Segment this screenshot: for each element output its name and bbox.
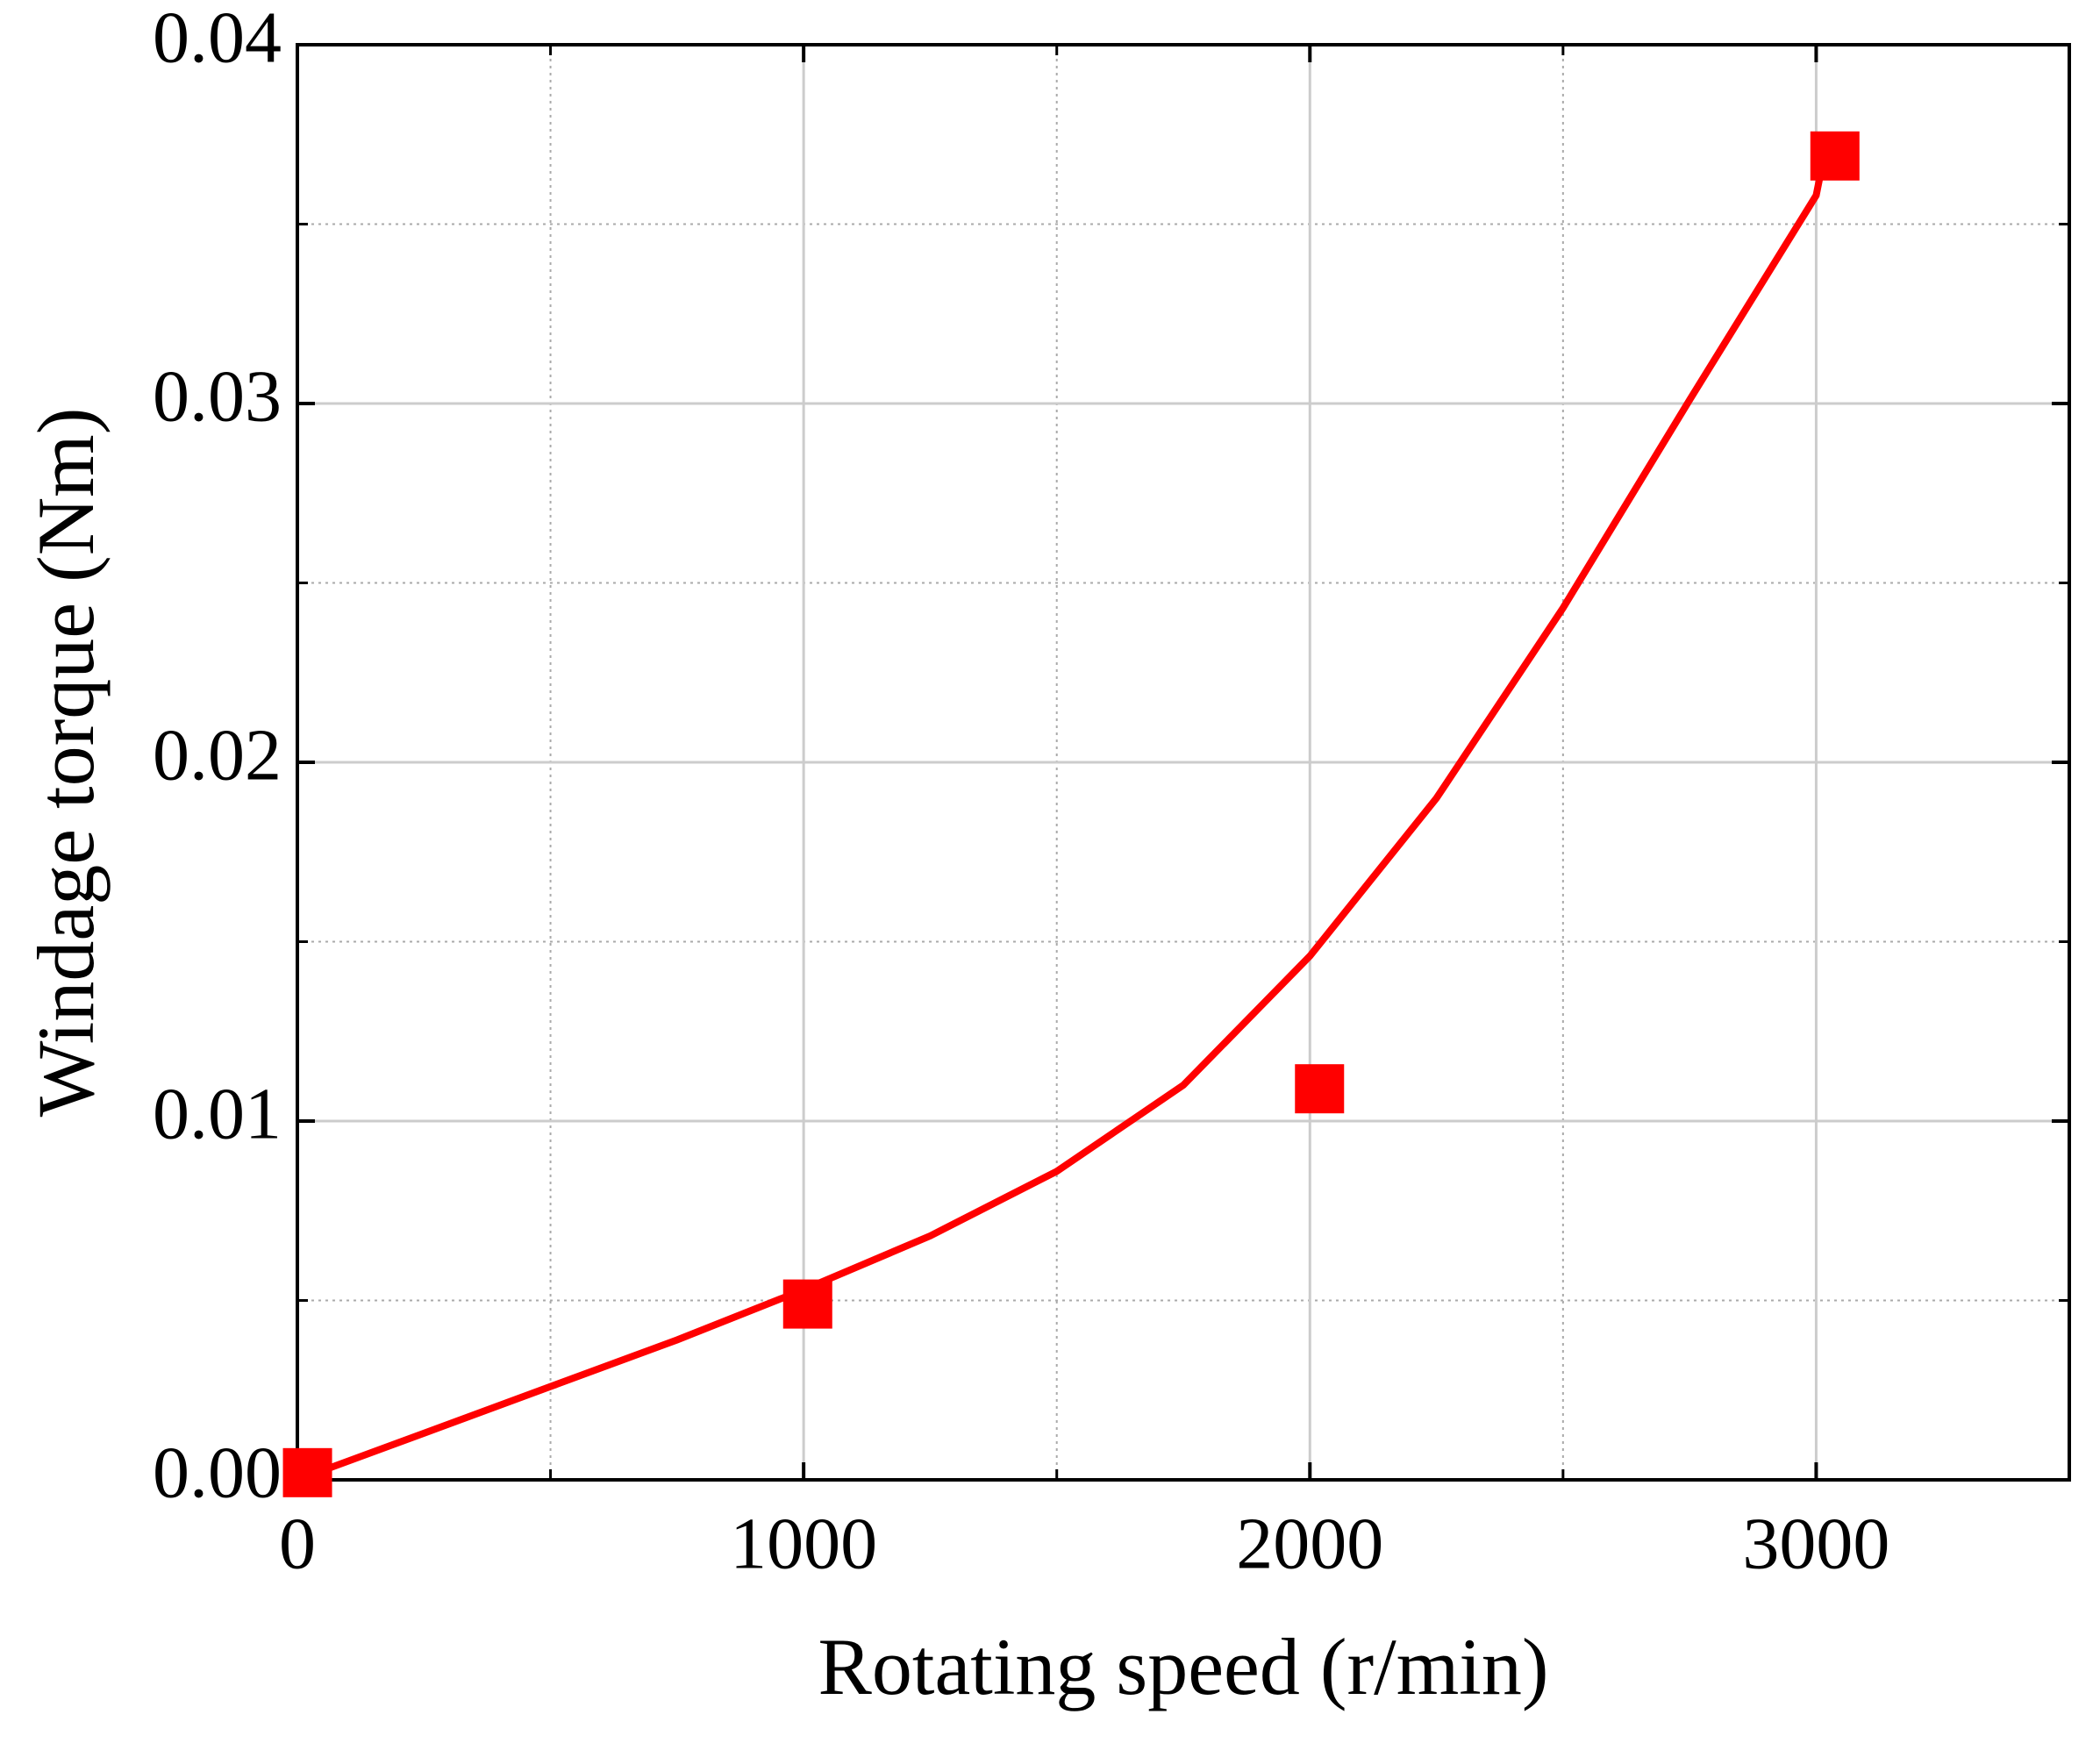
- y-tick-label: 0.02: [153, 714, 282, 796]
- x-tick-label: 3000: [1742, 1503, 1889, 1584]
- data-point: [1295, 1064, 1345, 1114]
- y-tick-label: 0.04: [153, 0, 282, 78]
- fit-curve: [296, 169, 1825, 1483]
- plot-frame: [296, 43, 2071, 1482]
- y-tick-label: 0.00: [153, 1432, 282, 1513]
- data-point: [282, 1447, 332, 1497]
- y-tick-label: 0.03: [153, 355, 282, 437]
- data-point: [1810, 131, 1860, 181]
- y-tick-label: 0.01: [153, 1073, 282, 1154]
- x-tick-label: 0: [279, 1503, 316, 1584]
- y-axis-title: Windage torque (Nm): [21, 408, 111, 1118]
- data-point: [782, 1279, 832, 1329]
- x-axis-title: Rotating speed (r/min): [818, 1622, 1549, 1711]
- x-tick-label: 2000: [1236, 1503, 1383, 1584]
- x-tick-label: 1000: [730, 1503, 877, 1584]
